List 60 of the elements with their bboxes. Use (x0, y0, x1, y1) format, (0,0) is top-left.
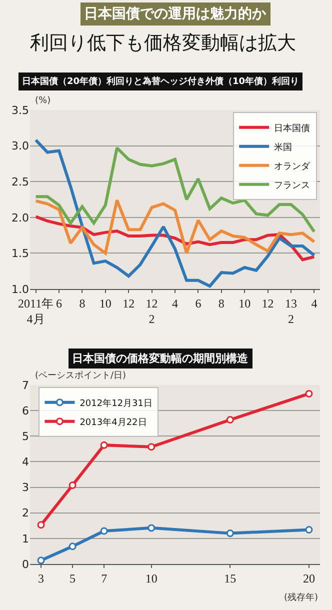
y-tick-label: 5 (22, 430, 29, 443)
x-tick-label: 2011年 4月 (18, 296, 54, 326)
x-tick-label: 8 (218, 296, 224, 310)
x-tick-label: 12 (262, 296, 274, 310)
y-tick-label: 3.0 (12, 140, 29, 153)
y-tick-label: 2.0 (12, 211, 29, 224)
point (148, 524, 156, 532)
point (305, 526, 313, 534)
y-tick-label: 1.5 (12, 247, 29, 260)
y-tick-label: 6 (22, 404, 29, 418)
x-tick-label: 8 (79, 296, 86, 310)
x-tick-label: 12 (122, 296, 135, 310)
legend-label: オランダ (274, 160, 312, 172)
x-tick-label: 7 (101, 571, 108, 586)
x-tick-label: 5 (70, 571, 76, 586)
x-tick-label: 10 (99, 296, 112, 310)
point (226, 416, 234, 424)
text: 日本国債での運用は魅力的か (84, 6, 267, 22)
y-tick-label: 4 (22, 456, 29, 469)
line-series (34, 198, 316, 255)
line-series (34, 138, 316, 288)
point (305, 390, 313, 398)
y-axis-title: (ベーシスポイント/日) (35, 371, 126, 381)
x-tick-label: 15 (224, 571, 236, 586)
y-tick-label: 3.5 (12, 104, 29, 117)
y-tick-label: 2 (22, 506, 29, 520)
point (37, 556, 45, 564)
point (100, 441, 108, 449)
point (68, 481, 76, 489)
chart-subtitle: 日本国債（20年債）利回りと為替ヘッジ付き外債（10年債）利回り (22, 76, 300, 87)
legend-label: フランス (274, 180, 310, 191)
x-tick-label: 12 2 (146, 296, 158, 326)
y-tick-label: 2.5 (12, 175, 29, 188)
x-tick-label: 4 (311, 296, 318, 310)
legend-label: 米国 (274, 142, 292, 153)
x-tick-label: 6 (56, 296, 62, 310)
point (37, 521, 45, 529)
point (68, 542, 76, 550)
chart-title: 日本国債の価格変動幅の期間別構造 (72, 352, 249, 365)
x-axis-title: (残存年) (284, 592, 318, 603)
y-tick-label: 7 (22, 378, 29, 392)
x-tick-label: 4 (172, 296, 178, 310)
y-tick-label: 1.0 (12, 282, 29, 296)
x-tick-label: 3 (38, 571, 44, 586)
point (226, 530, 234, 538)
y-tick-label: 0 (22, 558, 29, 571)
x-tick-label: 10 (145, 571, 158, 586)
x-tick-label: 6 (195, 296, 202, 310)
y-tick-label: 3 (22, 481, 29, 494)
legend-label: 2013年4月22日 (80, 416, 147, 428)
legend-label: 2012年12月31日 (80, 398, 153, 409)
point (100, 527, 108, 535)
y-axis-title: (%) (35, 96, 51, 106)
x-tick-label: 10 (238, 296, 251, 310)
x-tick-label: 13 2 (285, 296, 297, 326)
point (148, 443, 156, 451)
x-tick-label: 20 (302, 571, 315, 586)
legend-label: 日本国債 (274, 122, 310, 134)
chart-title: 利回り低下も価格変動幅は拡大 (30, 32, 296, 54)
y-tick-label: 1 (22, 532, 29, 546)
